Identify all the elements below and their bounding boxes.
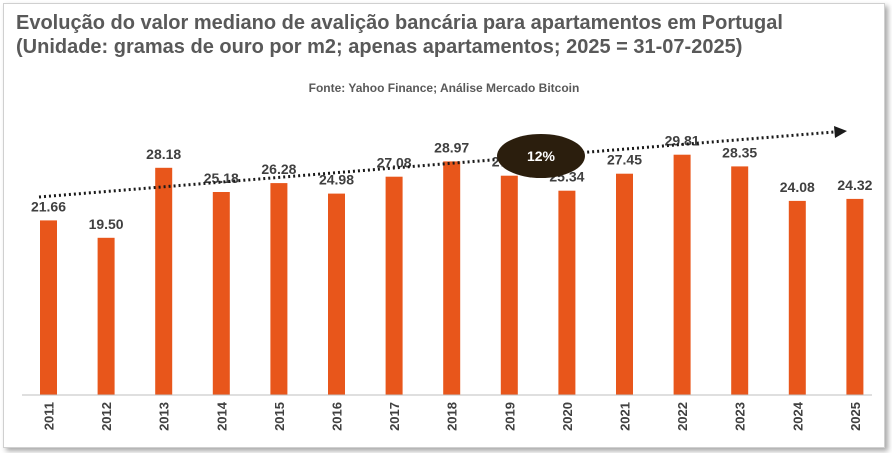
value-label-2012: 19.50 — [89, 216, 124, 232]
x-tick-2020: 2020 — [560, 402, 575, 431]
value-label-2023: 28.35 — [722, 144, 757, 160]
bar-2024 — [788, 200, 806, 395]
x-tick-2025: 2025 — [848, 402, 863, 431]
bar-2016 — [328, 193, 345, 395]
bar-2021 — [616, 173, 633, 395]
x-tick-2017: 2017 — [387, 402, 402, 431]
trend-arrowhead — [834, 126, 847, 138]
chart-frame: Evolução do valor mediano de avalição ba… — [3, 3, 885, 448]
x-tick-2015: 2015 — [272, 402, 287, 431]
bar-2025 — [846, 198, 864, 395]
value-label-2021: 27.45 — [607, 152, 642, 168]
bar-2023 — [731, 166, 749, 395]
chart-title: Evolução do valor mediano de avalição ba… — [16, 11, 783, 59]
bar-2018 — [443, 161, 461, 395]
x-tick-labels-group: 2011 2012 2013 2014 2015 2016 2017 2018 2019 2020… — [42, 401, 863, 431]
bar-2017 — [385, 176, 403, 395]
bar-2020 — [558, 190, 576, 395]
trend-badge-label: 12% — [527, 148, 556, 164]
bar-2012 — [97, 237, 115, 395]
x-tick-2021: 2021 — [618, 402, 633, 431]
x-tick-2019: 2019 — [502, 402, 517, 431]
value-label-2011: 21.66 — [31, 198, 66, 214]
bar-2022 — [673, 154, 691, 395]
chart-source: Fonte: Yahoo Finance; Análise Mercado Bi… — [308, 81, 580, 95]
value-label-2025: 24.32 — [837, 177, 872, 193]
x-tick-2013: 2013 — [157, 402, 172, 431]
x-tick-2012: 2012 — [99, 402, 114, 431]
x-tick-2024: 2024 — [790, 401, 805, 431]
bar-2014 — [212, 192, 230, 395]
trend-badge — [497, 134, 585, 178]
x-tick-2014: 2014 — [214, 401, 229, 431]
title-line-2: (Unidade: gramas de ouro por m2; apenas … — [16, 36, 743, 58]
x-tick-2018: 2018 — [445, 402, 460, 431]
value-label-2016: 24.98 — [319, 172, 354, 188]
value-label-2013: 28.18 — [146, 146, 181, 162]
bar-2013 — [155, 167, 173, 395]
x-tick-2011: 2011 — [42, 402, 57, 430]
x-tick-2022: 2022 — [675, 402, 690, 431]
bars-group — [40, 154, 864, 395]
value-label-2024: 24.08 — [780, 179, 815, 195]
bar-chart: 21.6619.5028.1825.1826.2824.9827.0828.97… — [22, 126, 873, 431]
bar-2011 — [40, 220, 57, 395]
x-tick-2023: 2023 — [733, 402, 748, 431]
bar-2019 — [500, 175, 518, 395]
value-label-2018: 28.97 — [434, 139, 469, 155]
value-label-2015: 26.28 — [261, 161, 296, 177]
bar-2015 — [270, 183, 288, 395]
title-line-1: Evolução do valor mediano de avalição ba… — [16, 12, 783, 34]
value-label-2022: 29.81 — [665, 133, 700, 149]
x-tick-2016: 2016 — [330, 402, 345, 431]
